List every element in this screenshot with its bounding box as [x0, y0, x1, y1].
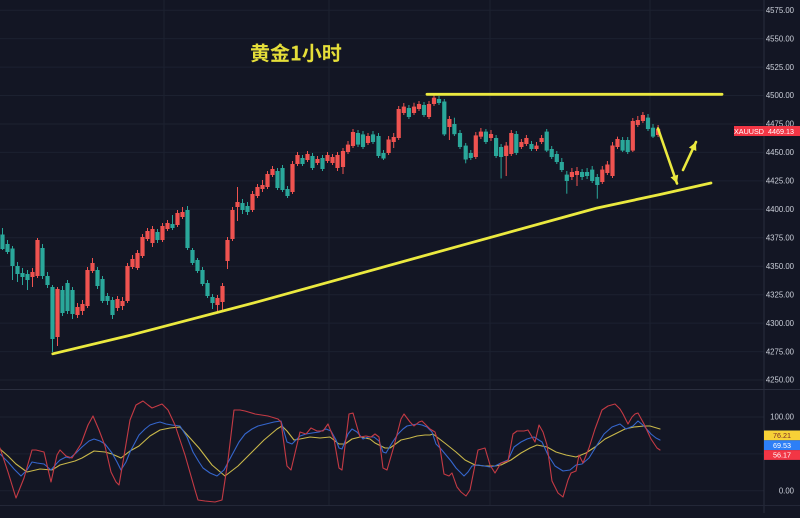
svg-text:100.00: 100.00: [770, 413, 795, 422]
svg-text:69.53: 69.53: [773, 441, 791, 450]
svg-text:76.21: 76.21: [773, 431, 791, 440]
svg-text:4469.13: 4469.13: [768, 127, 794, 136]
svg-text:4575.00: 4575.00: [766, 6, 795, 15]
svg-text:4250.00: 4250.00: [766, 376, 795, 385]
svg-text:0.00: 0.00: [779, 487, 795, 496]
svg-text:56.17: 56.17: [773, 451, 791, 460]
svg-text:4525.00: 4525.00: [766, 63, 795, 72]
svg-text:4400.00: 4400.00: [766, 205, 795, 214]
svg-text:4275.00: 4275.00: [766, 347, 795, 356]
svg-text:4375.00: 4375.00: [766, 234, 795, 243]
svg-text:XAUUSD: XAUUSD: [734, 127, 764, 136]
svg-text:4325.00: 4325.00: [766, 290, 795, 299]
svg-text:4450.00: 4450.00: [766, 148, 795, 157]
svg-text:4300.00: 4300.00: [766, 319, 795, 328]
svg-text:4425.00: 4425.00: [766, 177, 795, 186]
svg-text:4475.00: 4475.00: [766, 120, 795, 129]
svg-text:4500.00: 4500.00: [766, 91, 795, 100]
svg-text:4550.00: 4550.00: [766, 34, 795, 43]
svg-text:4350.00: 4350.00: [766, 262, 795, 271]
